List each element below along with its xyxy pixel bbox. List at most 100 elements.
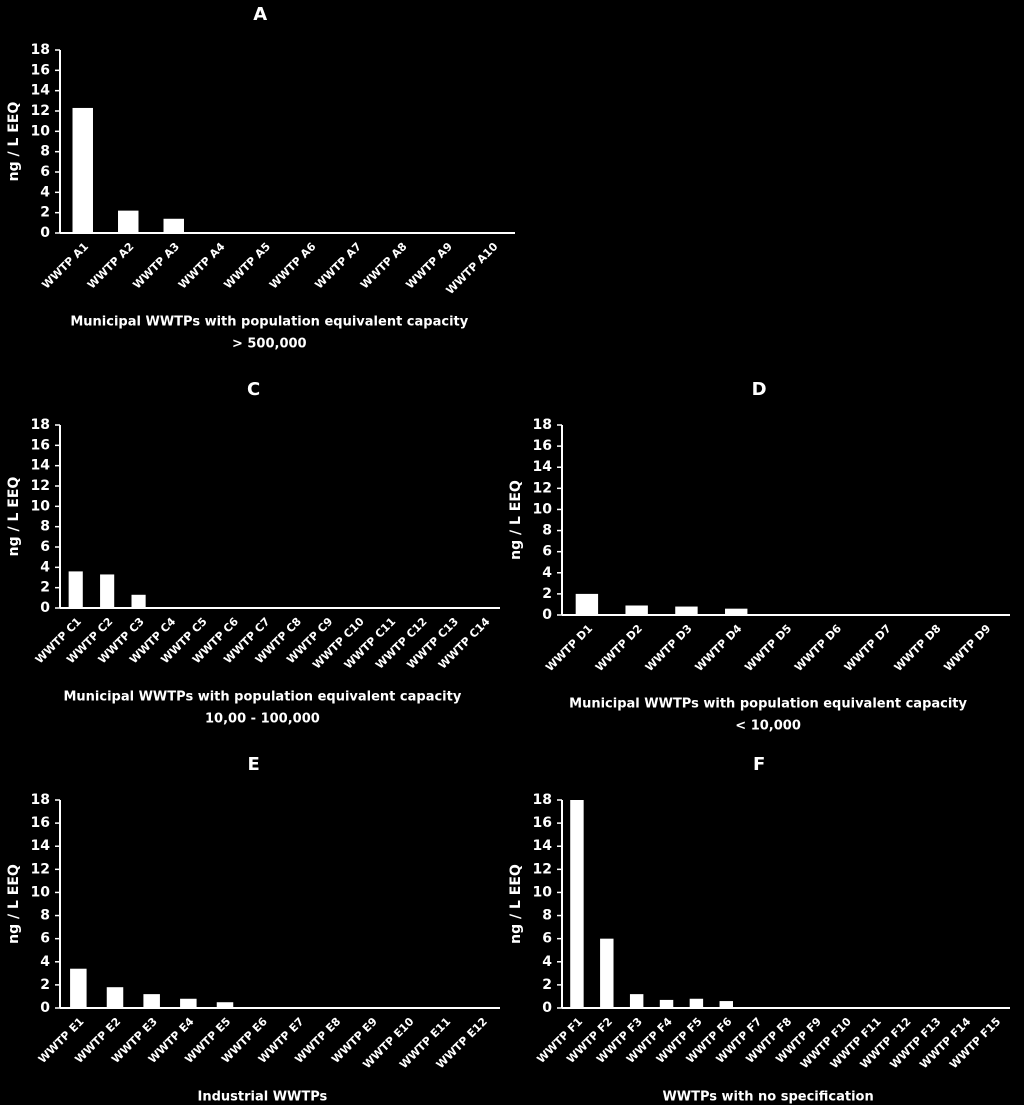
y-tick-label: 8 [542,908,552,924]
x-axis-label: Municipal WWTPs with population equivale… [569,697,967,712]
y-tick-label: 18 [31,417,50,433]
chart-title: D [752,379,767,400]
y-tick-label: 10 [31,884,51,900]
y-tick-label: 4 [542,954,552,970]
y-tick-label: 8 [542,523,552,539]
x-tick-label: WWTP A6 [267,240,319,292]
y-tick-label: 14 [31,83,51,99]
bar [163,218,184,233]
y-tick-label: 8 [40,519,50,535]
y-tick-label: 6 [542,544,552,560]
y-tick-label: 2 [542,977,552,993]
y-tick-label: 12 [533,480,552,496]
bar [70,968,87,1008]
bar [216,1002,234,1008]
y-tick-label: 16 [31,815,50,831]
y-tick-label: 16 [31,62,50,78]
y-tick-label: 18 [533,792,552,808]
y-tick-label: 18 [533,417,552,433]
y-tick-label: 6 [40,539,50,555]
x-tick-label: WWTP D6 [792,622,844,674]
y-tick-label: 4 [40,184,50,200]
bar [629,994,644,1008]
y-tick-label: 18 [31,792,50,808]
x-axis-label: Municipal WWTPs with population equivale… [63,690,461,705]
x-axis-label: 10,00 - 100,000 [205,712,320,727]
bar [600,938,614,1008]
x-tick-label: WWTP D2 [593,622,645,674]
y-axis-label: ng / L EEQ [6,477,22,557]
y-tick-label: 10 [31,123,51,139]
x-tick-label: WWTP D3 [643,622,695,674]
x-axis-label: Industrial WWTPs [197,1090,327,1105]
bar [675,606,698,615]
x-axis-label: Municipal WWTPs with population equivale… [70,315,468,330]
y-tick-label: 14 [533,459,553,475]
y-tick-label: 18 [31,42,50,58]
x-axis-label: > 500,000 [232,337,307,352]
y-tick-label: 16 [31,437,50,453]
bar [659,999,674,1008]
x-tick-label: WWTP A1 [39,240,91,292]
y-tick-label: 2 [542,586,552,602]
y-tick-label: 6 [40,931,50,947]
x-axis-label: WWTPs with no specification [662,1090,873,1105]
x-tick-label: WWTP D5 [742,622,794,674]
bar [719,1001,733,1008]
y-tick-label: 10 [533,884,553,900]
bar [180,998,197,1008]
y-axis-label: ng / L EEQ [6,864,22,944]
x-tick-label: WWTP D1 [543,622,595,674]
y-tick-label: 12 [31,103,50,119]
x-tick-label: WWTP D4 [693,622,745,674]
chart-title: F [753,754,765,775]
bar [131,594,146,608]
y-tick-label: 0 [542,607,552,623]
y-tick-label: 12 [31,861,50,877]
y-tick-label: 4 [542,565,552,581]
bar [118,210,139,233]
bar [575,593,599,615]
x-axis-label: < 10,000 [735,719,801,734]
y-tick-label: 6 [542,931,552,947]
y-tick-label: 4 [40,559,50,575]
y-tick-label: 6 [40,164,50,180]
y-tick-label: 8 [40,908,50,924]
bar [72,107,93,233]
y-tick-label: 14 [533,838,553,854]
bar [143,994,160,1008]
x-tick-label: WWTP A8 [358,240,410,292]
y-axis-label: ng / L EEQ [6,102,22,182]
x-tick-label: WWTP A7 [312,240,364,292]
bar [570,800,584,1008]
y-tick-label: 4 [40,954,50,970]
y-tick-label: 0 [542,1000,552,1016]
bar [725,608,748,615]
y-axis-label: ng / L EEQ [508,480,524,560]
bar [689,998,704,1008]
y-tick-label: 0 [40,225,50,241]
y-tick-label: 0 [40,600,50,616]
y-tick-label: 10 [31,498,51,514]
x-tick-label: WWTP D8 [892,622,944,674]
y-tick-label: 12 [533,861,552,877]
chart-title: A [253,4,267,25]
y-tick-label: 2 [40,205,50,221]
y-tick-label: 2 [40,977,50,993]
chart-title: E [247,754,259,775]
bar [68,571,83,608]
bar [100,574,115,608]
y-tick-label: 14 [31,458,51,474]
y-axis-label: ng / L EEQ [508,864,524,944]
y-tick-label: 10 [533,501,553,517]
y-tick-label: 14 [31,838,51,854]
bar [625,605,648,615]
y-tick-label: 16 [533,438,552,454]
y-tick-label: 12 [31,478,50,494]
bar [106,987,124,1008]
x-tick-label: WWTP A3 [130,240,182,292]
y-tick-label: 16 [533,815,552,831]
x-tick-label: WWTP A4 [176,240,228,292]
x-tick-label: WWTP D9 [941,622,993,674]
